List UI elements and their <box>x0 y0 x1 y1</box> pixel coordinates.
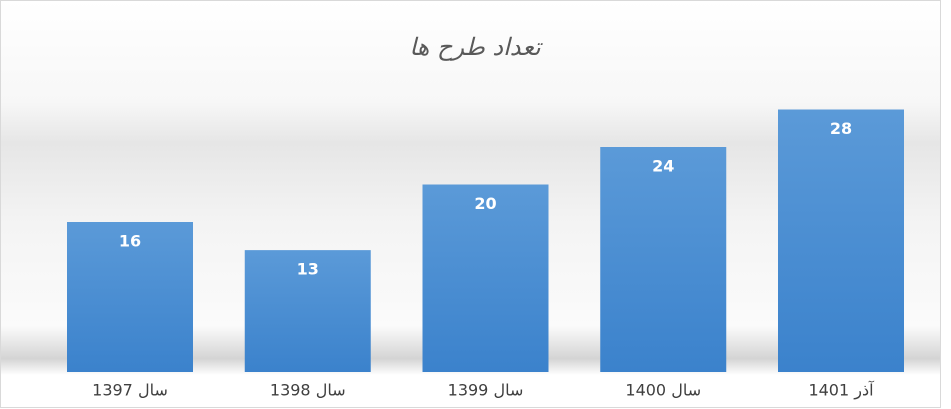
x-tick-label: سال 1397 <box>92 381 168 400</box>
x-tick-label: سال 1398 <box>270 381 346 400</box>
x-tick-label: آذر 1401 <box>808 381 875 401</box>
data-label: 16 <box>119 232 141 251</box>
x-tick-label: سال 1399 <box>448 381 524 400</box>
bar <box>600 147 727 372</box>
chart-title: تعداد طرح ها <box>409 33 543 61</box>
data-label: 20 <box>474 194 496 213</box>
x-tick-label: سال 1400 <box>625 381 701 400</box>
bar <box>67 222 193 372</box>
bar <box>244 250 371 372</box>
data-label: 28 <box>830 119 852 138</box>
data-label: 13 <box>297 260 319 279</box>
bar <box>422 184 549 372</box>
bar <box>778 109 904 372</box>
data-label: 24 <box>652 157 674 176</box>
